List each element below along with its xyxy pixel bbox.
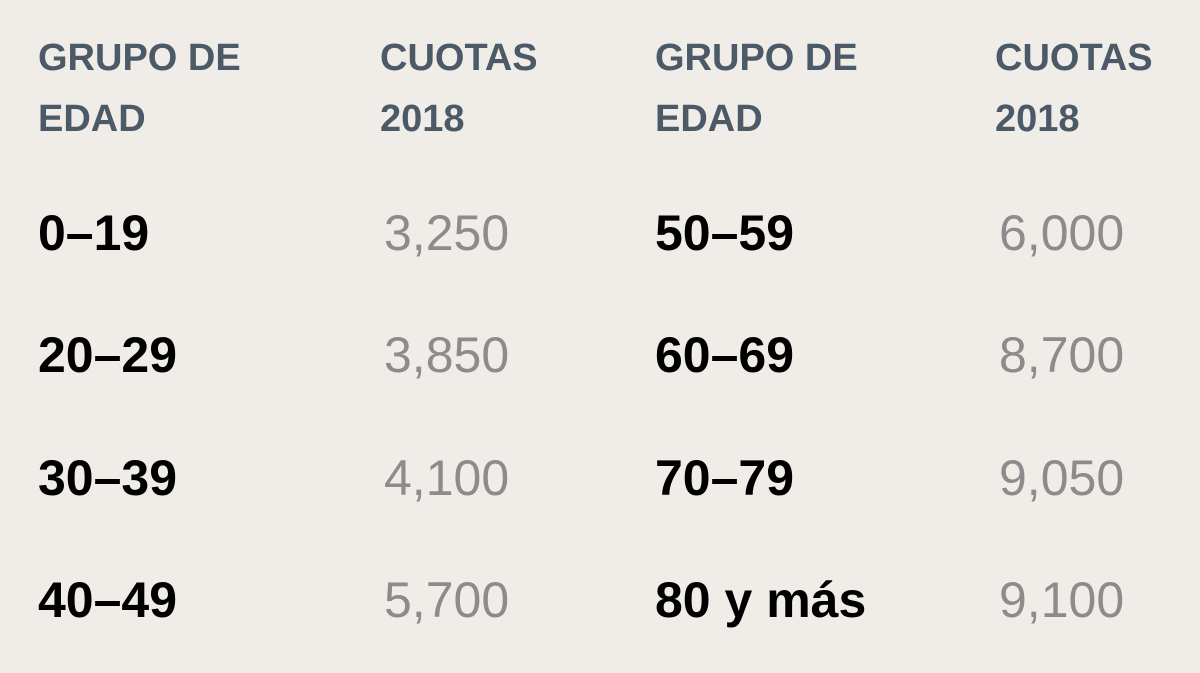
age-group: 30–39	[38, 450, 178, 506]
quota-header: CUOTAS 2018	[995, 37, 1153, 140]
quota-value: 8,700	[999, 327, 1125, 383]
age-group: 50–59	[655, 205, 795, 261]
quota-value: 5,700	[384, 572, 510, 628]
quota-value: 6,000	[999, 205, 1125, 261]
age-group: 0–19	[38, 205, 150, 261]
quota-value: 9,100	[999, 572, 1125, 628]
age-group: 60–69	[655, 327, 795, 383]
age-group: 40–49	[38, 572, 178, 628]
quota-value: 4,100	[384, 450, 510, 506]
age-group: 20–29	[38, 327, 178, 383]
age-group-header: GRUPO DE EDAD	[38, 37, 241, 140]
quota-value: 3,850	[384, 327, 510, 383]
age-group: 70–79	[655, 450, 795, 506]
quota-value: 9,050	[999, 450, 1125, 506]
quota-header: CUOTAS 2018	[380, 37, 538, 140]
age-group-header: GRUPO DE EDAD	[655, 37, 858, 140]
age-group: 80 y más	[655, 572, 867, 628]
quota-value: 3,250	[384, 205, 510, 261]
